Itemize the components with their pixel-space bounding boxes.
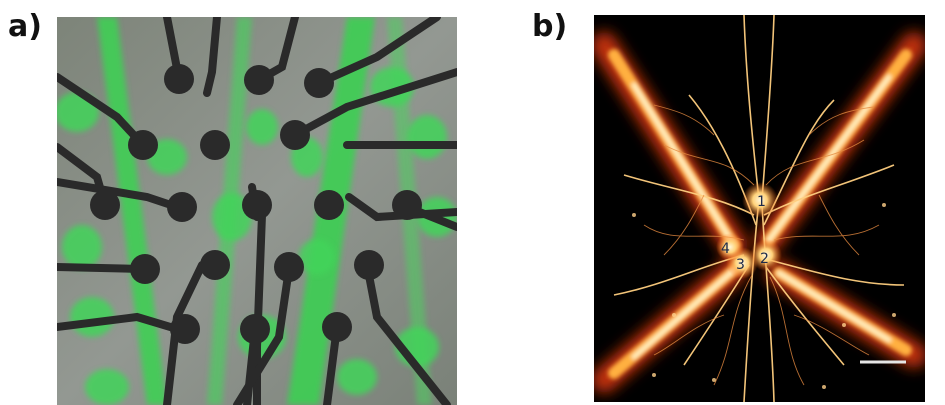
panel-a-label: a): [8, 9, 42, 44]
neuron-label-2: 2: [760, 251, 769, 267]
neuron-label-1: 1: [757, 194, 766, 210]
neuron-label-3: 3: [736, 257, 745, 273]
neuron-label-4: 4: [721, 241, 730, 257]
patch-clamp-neuron-image: 1 2 3 4: [594, 15, 925, 402]
panel-b-label: b): [532, 9, 568, 44]
microelectrode-array-image: [57, 17, 457, 405]
